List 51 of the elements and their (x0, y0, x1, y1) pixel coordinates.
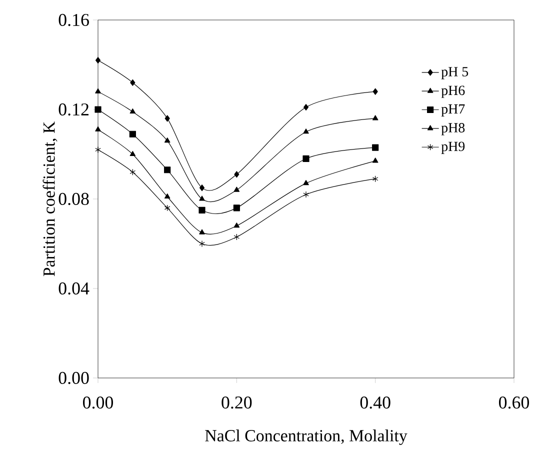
point (234, 186, 240, 192)
y-tick-label: 0.00 (58, 372, 89, 384)
point (372, 144, 379, 151)
point (303, 128, 309, 134)
point (164, 138, 170, 143)
legend-label: pH7 (441, 104, 465, 117)
legend-label: pH9 (441, 142, 465, 154)
point (95, 56, 101, 64)
legend-label: pH 5 (441, 67, 468, 80)
y-axis-title: Partition coefficient, K (42, 121, 58, 276)
point (199, 196, 205, 201)
x-tick-label: 0.40 (360, 396, 390, 409)
point (164, 115, 170, 122)
point (95, 126, 101, 132)
x-axis-title: NaCl Concentration, Molality (205, 430, 408, 445)
y-tick-label: 0.12 (58, 103, 89, 116)
point (129, 130, 136, 138)
point (95, 88, 101, 94)
point (94, 106, 102, 113)
point (199, 229, 205, 234)
point (95, 146, 101, 154)
point (234, 222, 240, 228)
point (372, 158, 378, 163)
x-tick-label: 0.60 (499, 396, 530, 409)
y-tick-label: 0.04 (58, 282, 90, 295)
x-tick-label: 0.00 (83, 396, 114, 409)
point (130, 168, 136, 176)
point (199, 240, 205, 248)
point (164, 193, 170, 199)
point (303, 191, 309, 198)
point (303, 104, 309, 111)
legend-label: pH6 (441, 86, 465, 98)
y-tick-label: 0.16 (58, 14, 89, 26)
point (199, 184, 205, 192)
point (234, 171, 240, 178)
point (130, 108, 136, 114)
point (372, 176, 378, 182)
legend-label: pH8 (441, 123, 465, 136)
point (130, 150, 136, 156)
y-tick-label: 0.08 (58, 192, 89, 206)
x-tick-label: 0.20 (222, 396, 252, 409)
point (233, 204, 240, 212)
point (234, 234, 240, 240)
point (130, 79, 136, 86)
point (302, 155, 310, 162)
point (372, 115, 378, 120)
point (372, 88, 378, 95)
point (198, 206, 206, 214)
point (164, 204, 170, 212)
point (164, 166, 171, 174)
point (303, 180, 309, 186)
